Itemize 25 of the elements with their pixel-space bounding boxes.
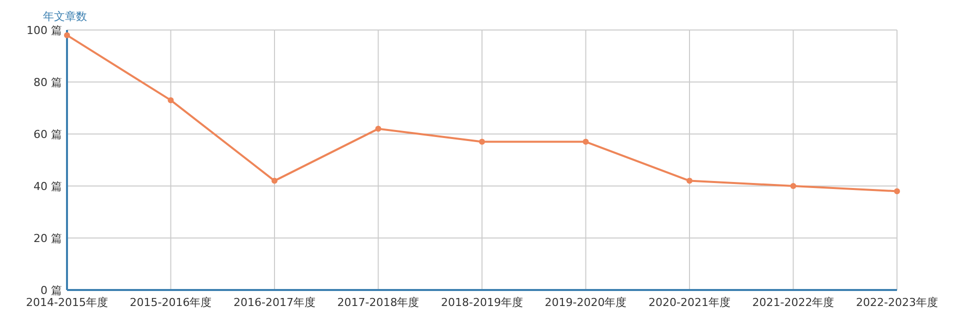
x-tick-label: 2017-2018年度 — [337, 296, 420, 309]
x-tick-label: 2020-2021年度 — [648, 296, 730, 309]
point — [479, 138, 485, 145]
point — [582, 138, 589, 145]
x-tick-label: 2021-2022年度 — [752, 296, 834, 309]
point — [686, 178, 692, 184]
x-tick-label: 2022-2023年度 — [856, 296, 938, 309]
x-tick-label: 2015-2016年度 — [130, 296, 212, 309]
point — [64, 32, 70, 38]
y-axis-title: 年文章数 — [43, 10, 87, 23]
point — [894, 188, 900, 194]
y-tick-label: 100 篇 — [26, 24, 62, 37]
x-tick-label: 2014-2015年度 — [26, 296, 108, 309]
y-tick-label: 80 篇 — [34, 76, 62, 89]
y-tick-label: 40 篇 — [34, 180, 62, 193]
y-tick-label: 60 篇 — [34, 128, 62, 141]
x-tick-label: 2019-2020年度 — [544, 296, 627, 309]
x-tick-label: 2018-2019年度 — [441, 296, 523, 309]
point — [272, 178, 278, 184]
y-tick-label: 20 篇 — [34, 232, 62, 245]
point — [790, 183, 796, 189]
point — [168, 97, 174, 104]
x-tick-label: 2016-2017年度 — [234, 296, 316, 309]
y-tick-label: 0 篇 — [40, 284, 62, 297]
point — [375, 126, 382, 132]
